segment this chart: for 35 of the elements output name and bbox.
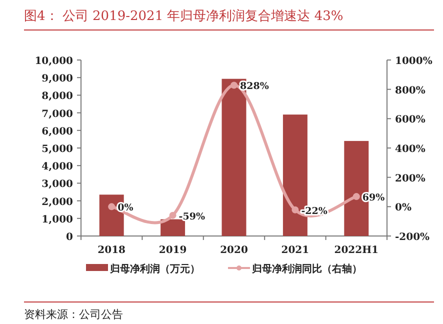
y2-tick-label: 1000%: [395, 56, 433, 67]
y-tick-label: 8,000: [42, 91, 74, 102]
x-tick-label: 2019: [158, 245, 187, 256]
legend-label: 归母净利润同比（右轴）: [251, 263, 362, 275]
y-tick-label: 6,000: [42, 126, 74, 138]
y2-tick-label: 800%: [395, 85, 426, 96]
y2-tick-label: 600%: [395, 114, 426, 126]
x-tick-label: 2021: [281, 245, 310, 256]
point: [230, 82, 238, 89]
x-tick-label: 2020: [220, 245, 248, 256]
x-tick-label: 2022H1: [334, 245, 379, 256]
y-tick-label: 7,000: [42, 108, 74, 120]
y-tick-label: 0: [66, 232, 74, 243]
data-label: -59%: [178, 211, 206, 222]
y-tick-label: 4,000: [42, 162, 74, 173]
y-tick-label: 5,000: [42, 144, 74, 155]
y-tick-label: 3,000: [42, 179, 74, 190]
y2-tick-label: 0%: [395, 202, 412, 214]
y-tick-label: 10,000: [34, 56, 74, 67]
bar: [160, 219, 186, 236]
point: [169, 212, 176, 219]
data-label: 0%: [118, 202, 134, 214]
y2-tick-label: 400%: [395, 144, 426, 155]
text: 资料来源：公司公告: [24, 308, 123, 321]
point: [108, 203, 116, 210]
y-tick-label: 1,000: [42, 214, 74, 226]
y2-tick-label: -200%: [395, 232, 430, 243]
y2-tick-label: 200%: [395, 173, 426, 184]
legend-label: 归母净利润（万元）: [109, 263, 200, 275]
chart-title: 图4： 公司 2019-2021 年归母净利润复合增速达 43%: [24, 9, 344, 24]
y-tick-label: 2,000: [42, 196, 74, 208]
point: [352, 193, 360, 200]
x-tick-label: 2018: [98, 245, 126, 256]
y-tick-label: 9,000: [42, 74, 74, 85]
point: [292, 206, 299, 214]
